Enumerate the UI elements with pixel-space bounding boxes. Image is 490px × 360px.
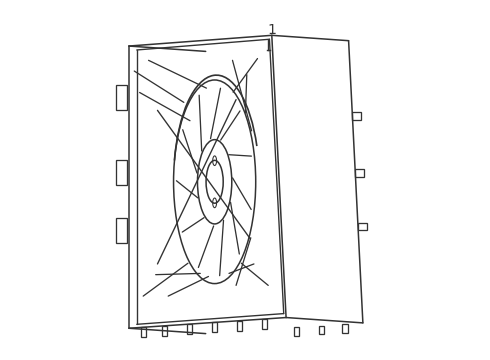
Text: 1: 1 [268, 23, 276, 37]
